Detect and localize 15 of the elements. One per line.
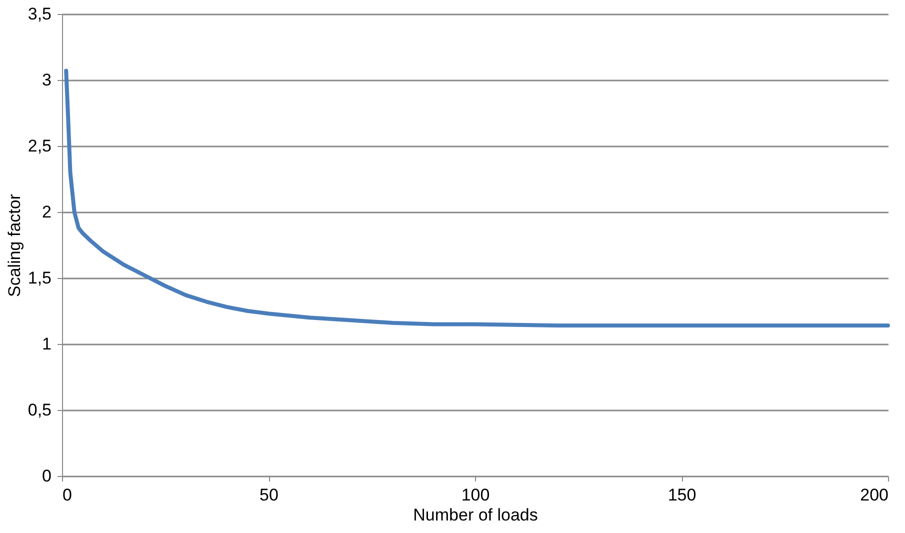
x-tick-label: 200 xyxy=(860,486,888,504)
x-tick-label: 0 xyxy=(62,486,72,504)
x-tick-label: 150 xyxy=(668,486,696,504)
y-axis-title: Scaling factor xyxy=(4,194,24,297)
x-tick-label: 50 xyxy=(260,486,278,504)
y-tick-label: 1,5 xyxy=(28,268,52,288)
x-tick-label: 100 xyxy=(461,486,490,504)
y-tick-label: 0,5 xyxy=(28,400,52,420)
y-tick-label: 1 xyxy=(42,334,52,354)
y-tick-label: 2 xyxy=(42,202,52,222)
y-tick-label: 2,5 xyxy=(28,136,52,156)
y-tick-label: 3 xyxy=(42,70,52,90)
x-axis-title: Number of loads xyxy=(413,506,538,524)
y-tick-label: 0 xyxy=(42,466,52,486)
y-tick-label: 3,5 xyxy=(28,4,52,24)
